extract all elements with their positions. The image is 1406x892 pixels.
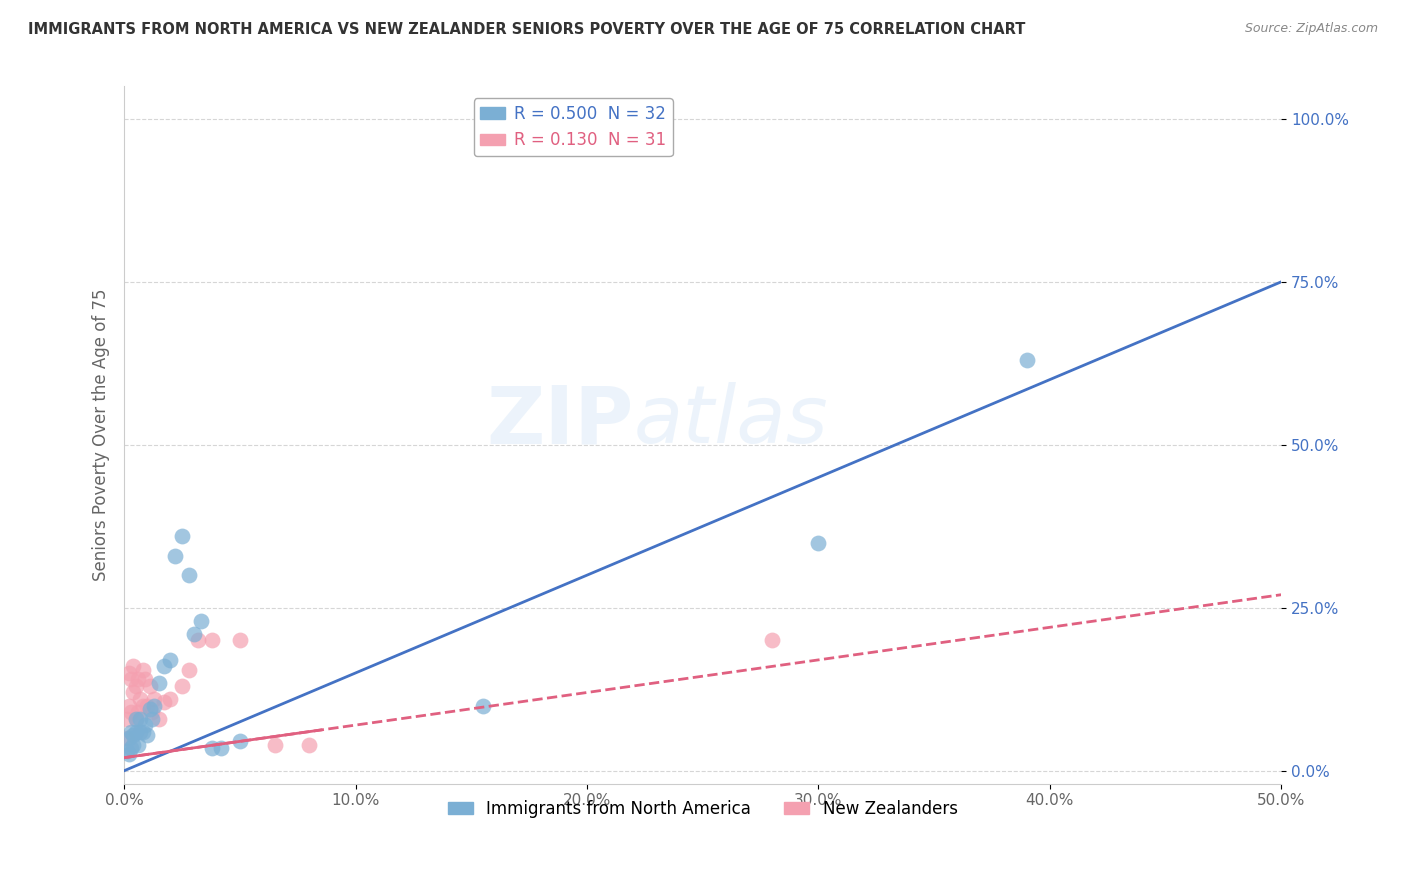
Point [115, 744, 138, 758]
Point [125, 712, 148, 726]
Point [122, 659, 145, 673]
Point [125, 724, 148, 739]
Point [129, 692, 152, 706]
Point [118, 665, 141, 680]
Point [177, 663, 200, 677]
Point [187, 633, 209, 648]
Point [170, 679, 193, 693]
Text: ZIP: ZIP [486, 382, 633, 460]
Point [143, 698, 166, 713]
Legend: Immigrants from North America, New Zealanders: Immigrants from North America, New Zeala… [441, 793, 965, 824]
Point [127, 738, 149, 752]
Point [120, 705, 142, 719]
Point [132, 698, 155, 713]
Point [201, 633, 224, 648]
Point [136, 728, 159, 742]
Point [148, 675, 170, 690]
Point [152, 659, 174, 673]
Point [118, 747, 141, 762]
Point [115, 731, 138, 745]
Y-axis label: Seniors Poverty Over the Age of 75: Seniors Poverty Over the Age of 75 [93, 289, 110, 582]
Point [152, 695, 174, 709]
Point [471, 698, 494, 713]
Point [120, 740, 142, 755]
Point [263, 738, 285, 752]
Point [143, 692, 166, 706]
Point [118, 698, 141, 713]
Point [127, 673, 149, 687]
Point [201, 740, 224, 755]
Point [229, 734, 252, 748]
Point [134, 673, 156, 687]
Point [136, 698, 159, 713]
Point [118, 731, 141, 745]
Point [129, 724, 152, 739]
Point [132, 663, 155, 677]
Point [229, 633, 252, 648]
Point [134, 718, 156, 732]
Point [298, 738, 321, 752]
Point [190, 614, 212, 628]
Point [125, 679, 148, 693]
Point [183, 627, 205, 641]
Point [138, 702, 160, 716]
Point [132, 724, 155, 739]
Text: Source: ZipAtlas.com: Source: ZipAtlas.com [1244, 22, 1378, 36]
Point [141, 712, 163, 726]
Point [159, 653, 181, 667]
Point [138, 679, 160, 693]
Point [127, 705, 149, 719]
Point [122, 685, 145, 699]
Point [209, 740, 232, 755]
Point [761, 633, 783, 648]
Point [120, 724, 142, 739]
Point [120, 673, 142, 687]
Point [148, 712, 170, 726]
Text: IMMIGRANTS FROM NORTH AMERICA VS NEW ZEALANDER SENIORS POVERTY OVER THE AGE OF 7: IMMIGRANTS FROM NORTH AMERICA VS NEW ZEA… [28, 22, 1025, 37]
Point [1015, 353, 1038, 368]
Point [115, 712, 138, 726]
Text: atlas: atlas [633, 382, 828, 460]
Point [122, 738, 145, 752]
Point [125, 712, 148, 726]
Point [122, 728, 145, 742]
Point [129, 712, 152, 726]
Point [159, 692, 181, 706]
Point [170, 529, 193, 543]
Point [165, 549, 187, 563]
Point [807, 535, 830, 549]
Point [177, 568, 200, 582]
Point [141, 705, 163, 719]
